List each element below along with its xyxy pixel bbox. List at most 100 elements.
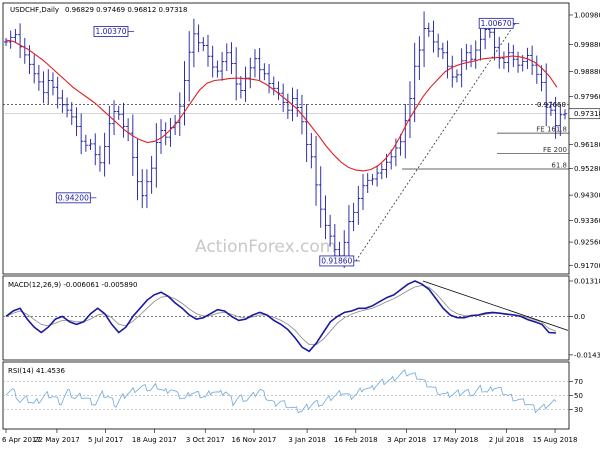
price-bar [102, 132, 107, 177]
price-bar [459, 48, 464, 88]
date-tick-label: 22 May 2017 [34, 436, 80, 444]
price-grid: 0.97660 [3, 101, 569, 115]
price-bar [431, 20, 436, 53]
date-tick-label: 2 Jul 2018 [489, 436, 524, 444]
price-bar [201, 37, 206, 52]
date-tick-label: 15 Aug 2018 [533, 436, 578, 444]
rsi-tick-label: 50 [574, 392, 583, 400]
price-bar [478, 28, 483, 61]
ohlc-readout: 0.96829 0.97469 0.96812 0.97318 [65, 6, 187, 14]
price-bar [93, 133, 98, 166]
price-bar [318, 166, 323, 228]
price-bar [454, 69, 459, 83]
price-bar [332, 223, 337, 262]
svg-text:0.94200: 0.94200 [58, 193, 89, 202]
price-bar [13, 29, 18, 44]
price-bar [417, 36, 422, 80]
price-bar [121, 102, 126, 138]
rsi-line [5, 369, 557, 414]
price-bar [79, 113, 84, 155]
rsi-axis: 70 50 30 [569, 378, 583, 414]
price-bar [506, 42, 511, 73]
rsi-title: RSI(14) 41.4536 [8, 367, 65, 375]
price-annotation: 0.91860 [319, 255, 360, 267]
price-bar [243, 66, 248, 102]
price-bar [436, 33, 441, 58]
svg-text:0.91860: 0.91860 [321, 256, 352, 265]
price-bar [553, 96, 558, 139]
rsi-layer [5, 369, 557, 414]
price-bar [154, 123, 159, 188]
price-bar [248, 57, 253, 89]
sma-line [5, 39, 558, 172]
price-bar [323, 195, 328, 240]
price-bar [135, 138, 140, 201]
price-bar [234, 47, 239, 101]
price-bar [389, 149, 394, 170]
fib-level-label: FE 200 [543, 146, 567, 154]
price-bar [149, 156, 154, 194]
price-bar [544, 63, 549, 127]
price-bar [365, 173, 370, 193]
price-bar [379, 163, 384, 180]
price-bar [450, 55, 455, 88]
sma-layer [5, 39, 558, 172]
price-bar [187, 31, 192, 102]
price-bar [177, 92, 182, 137]
price-bar [473, 40, 478, 69]
price-bar [140, 169, 145, 209]
price-bar [252, 49, 257, 78]
price-bar [65, 97, 70, 118]
date-tick-label: 5 Jul 2017 [88, 436, 123, 444]
price-bar [32, 54, 37, 84]
price-bar [257, 47, 262, 81]
price-bar [224, 43, 229, 72]
price-bar [328, 214, 333, 247]
price-annotation: 0.94200 [55, 192, 97, 204]
price-bar [130, 114, 135, 176]
price-bar [97, 145, 102, 172]
price-bar [182, 61, 187, 126]
macd-axis: 0.013184 0.0 -0.014339 [569, 277, 600, 359]
current-price-box [568, 108, 600, 120]
price-bar [41, 71, 46, 104]
price-bar [220, 51, 225, 81]
price-bar [144, 169, 149, 209]
price-annotation: 1.00670 [478, 17, 520, 29]
price-bar [445, 40, 450, 79]
price-bar [238, 76, 243, 99]
fib-level-label: FE 161.8 [536, 126, 567, 134]
price-bar [398, 133, 403, 156]
price-bar [267, 63, 272, 94]
price-bar [285, 93, 290, 119]
price-bar [210, 45, 215, 78]
price-bar [88, 139, 93, 151]
price-bar [18, 23, 23, 59]
date-tick-label: 16 Feb 2018 [334, 436, 378, 444]
price-annotation: 1.00370 [93, 26, 134, 37]
price-bar [530, 45, 535, 76]
rsi-tick-label: 30 [574, 406, 583, 414]
date-tick-label: 3 Apr 2018 [387, 436, 426, 444]
price-bar [548, 101, 553, 117]
price-bar [516, 51, 521, 73]
price-bar [426, 22, 431, 37]
price-bar [309, 132, 314, 169]
price-bar [271, 76, 276, 96]
price-bar [229, 42, 234, 75]
macd-line [5, 280, 557, 353]
date-tick-label: 17 May 2018 [433, 436, 479, 444]
price-bar [69, 102, 74, 126]
annotation-layer: 1.00370 0.94200 0.91860 1.00670 [55, 17, 520, 267]
